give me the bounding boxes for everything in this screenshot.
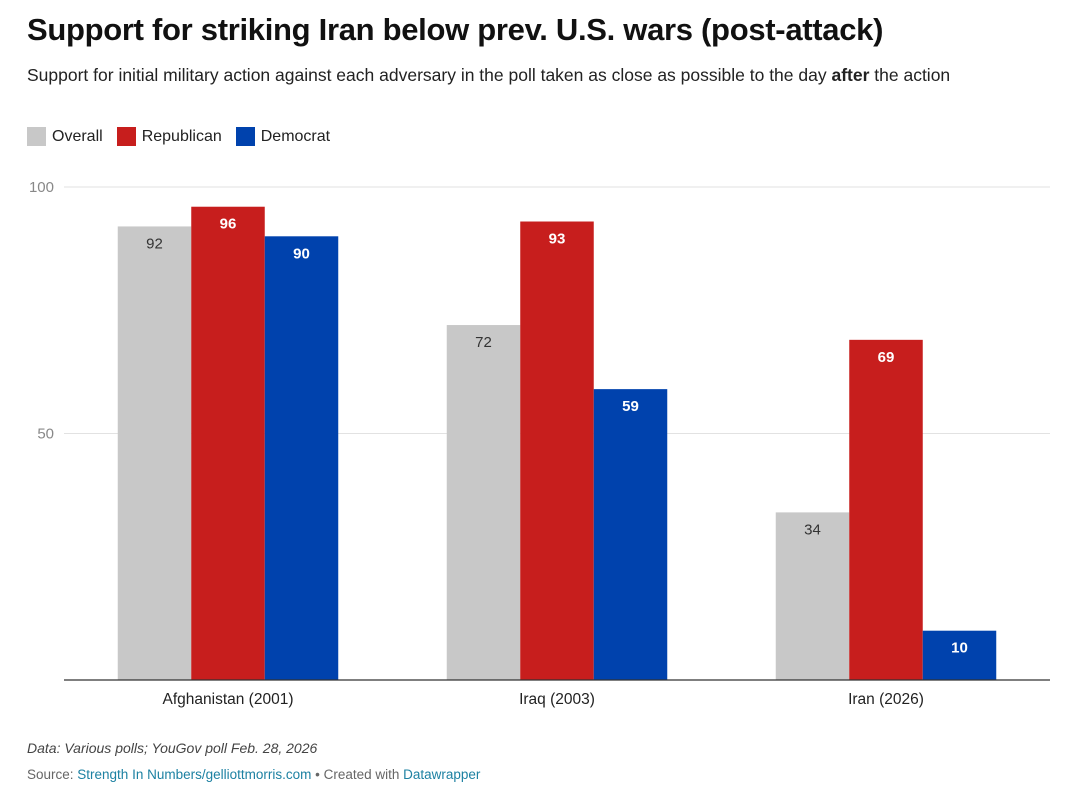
source-separator: • Created with <box>311 767 404 782</box>
bar <box>849 339 923 680</box>
bar <box>922 630 997 680</box>
bar <box>264 236 339 681</box>
source-link[interactable]: Strength In Numbers/gelliottmorris.com <box>77 767 312 782</box>
legend-item-democrat: Democrat <box>235 127 331 146</box>
legend-swatch-republican <box>116 127 136 146</box>
x-tick-label: Iraq (2003) <box>519 691 595 708</box>
legend-item-overall: Overall <box>27 127 103 146</box>
legend-swatch-overall <box>27 127 46 146</box>
data-label: 59 <box>622 398 639 415</box>
source-prefix: Source: <box>27 767 78 782</box>
source-line: Source: Strength In Numbers/gelliottmorr… <box>27 767 480 782</box>
data-label: 10 <box>951 640 968 657</box>
data-label: 93 <box>549 231 566 248</box>
legend-swatch-democrat <box>235 127 255 146</box>
subtitle-text-end: the action <box>869 65 951 85</box>
data-label: 96 <box>220 216 237 233</box>
chart-title: Support for striking Iran below prev. U.… <box>27 12 884 47</box>
bar <box>775 512 850 680</box>
bar <box>593 389 668 680</box>
bar <box>191 206 265 680</box>
data-label: 90 <box>293 245 310 262</box>
bar <box>520 221 594 680</box>
legend-label-republican: Republican <box>141 127 222 145</box>
legend-label-overall: Overall <box>52 127 103 145</box>
y-tick-label: 50 <box>37 426 54 443</box>
x-tick-label: Afghanistan (2001) <box>163 691 294 708</box>
subtitle-text: Support for initial military action agai… <box>27 65 832 85</box>
data-label: 72 <box>475 334 492 351</box>
legend: Overall Republican Democrat <box>27 127 330 146</box>
data-label: 34 <box>804 521 821 538</box>
x-tick-label: Iran (2026) <box>848 691 924 708</box>
datawrapper-link[interactable]: Datawrapper <box>403 767 481 782</box>
legend-label-democrat: Democrat <box>260 127 331 145</box>
legend-item-republican: Republican <box>116 127 222 146</box>
subtitle-emphasis: after <box>831 65 870 85</box>
chart-subtitle: Support for initial military action agai… <box>27 64 1037 87</box>
bar <box>446 325 521 680</box>
data-note: Data: Various polls; YouGov poll Feb. 28… <box>27 740 318 756</box>
data-label: 92 <box>146 235 163 252</box>
bar <box>117 226 192 680</box>
y-tick-label: 100 <box>29 179 54 196</box>
bar-chart: 100 50 92 96 90 Afghanistan (2001) 72 93 59 Iraq … <box>29 179 1050 708</box>
data-label: 69 <box>878 349 895 366</box>
